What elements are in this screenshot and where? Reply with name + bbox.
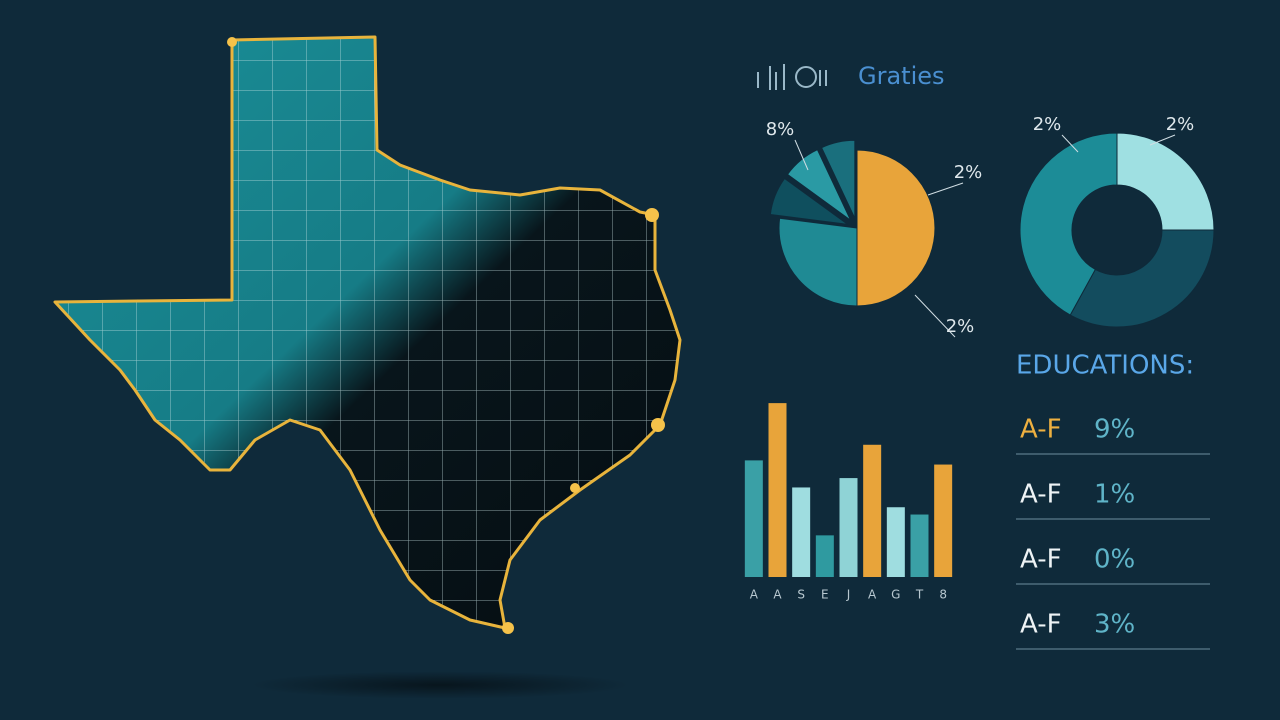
texas-map [53, 35, 682, 634]
leader-line [1149, 134, 1176, 146]
grade-value: 3% [1094, 610, 1135, 640]
map-node [570, 483, 580, 493]
slice-annotation: 2% [946, 316, 975, 337]
x-tick-label: A [773, 588, 782, 602]
x-tick-label: 8 [939, 588, 947, 602]
x-tick-label: A [750, 588, 759, 602]
x-tick-label: G [891, 588, 900, 602]
bar [744, 460, 763, 577]
education-title: EDUCATIONS: [1016, 351, 1194, 381]
donut-slice [1116, 132, 1215, 231]
x-tick-label: A [868, 588, 877, 602]
slice-annotation: 2% [1033, 114, 1062, 135]
x-tick-label: T [915, 588, 924, 602]
slice-annotation: 2% [1166, 114, 1195, 135]
pie-slice [820, 139, 856, 219]
grade-label: A-F [1020, 610, 1062, 640]
grade-label: A-F [1020, 415, 1062, 445]
leader-line [927, 182, 964, 196]
leader-line [794, 139, 809, 171]
bar [839, 478, 858, 577]
grade-label: A-F [1020, 545, 1062, 575]
map-node [651, 418, 665, 432]
map-node [227, 37, 237, 47]
chart-title: Graties [858, 62, 945, 90]
bar [910, 514, 929, 577]
title-icon [757, 64, 827, 90]
bar [934, 464, 953, 577]
state-border [53, 35, 682, 630]
grade-value: 0% [1094, 545, 1135, 575]
bar [815, 535, 834, 577]
slice-annotation: 2% [954, 162, 983, 183]
map-shadow [250, 671, 630, 699]
map-node [502, 622, 514, 634]
slice-annotation: 8% [766, 119, 795, 140]
donut-slice [1019, 132, 1118, 316]
x-tick-label: E [821, 588, 829, 602]
pie-slice [769, 177, 848, 225]
pie-slice [786, 149, 852, 221]
x-tick-label: S [797, 588, 805, 602]
x-tick-label: J [846, 588, 851, 602]
bar [792, 487, 811, 577]
county-grid [55, 37, 680, 628]
grade-value: 1% [1094, 480, 1135, 510]
bar [886, 507, 905, 577]
pie-slice [778, 217, 858, 307]
leader-line [914, 294, 956, 338]
pie-slice [856, 149, 936, 307]
bar [768, 403, 787, 577]
map-node [645, 208, 659, 222]
leader-line [1061, 134, 1079, 153]
donut-slice [1069, 229, 1215, 328]
grade-label: A-F [1020, 480, 1062, 510]
bar [863, 444, 882, 577]
grade-value: 9% [1094, 415, 1135, 445]
